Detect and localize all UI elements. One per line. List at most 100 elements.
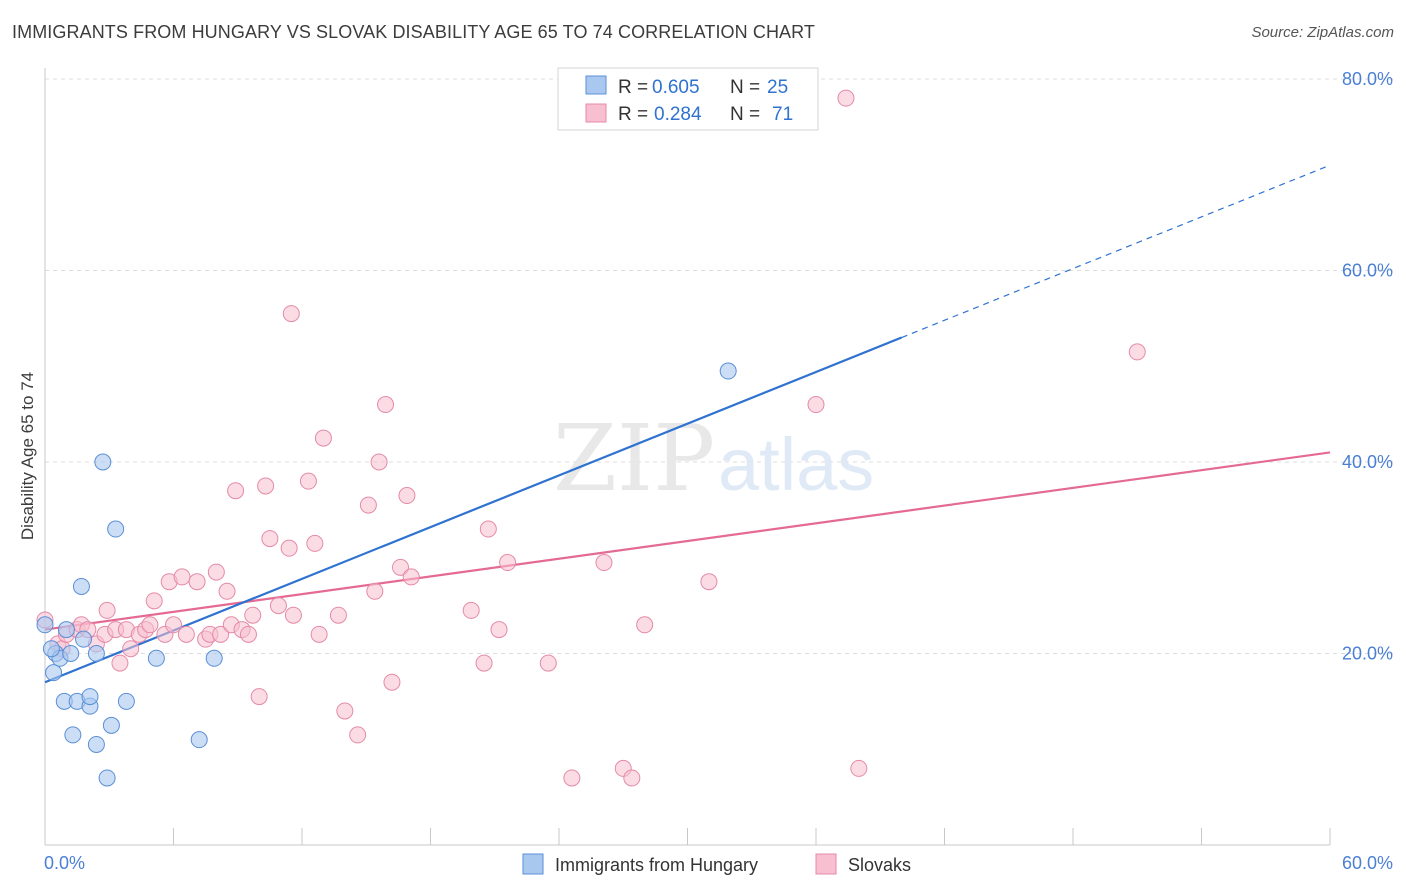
- watermark-atlas: atlas: [718, 423, 874, 506]
- slovak-point: [165, 616, 182, 634]
- slovak-point: [282, 305, 300, 323]
- slovak-point: [207, 563, 225, 581]
- hungary-point: [117, 692, 135, 710]
- slovak-point: [336, 702, 354, 720]
- y-axis-label: Disability Age 65 to 74: [18, 372, 37, 540]
- x-tick-marks: [44, 828, 1331, 845]
- x-tick-label-max: 60.0%: [1342, 853, 1393, 873]
- slovak-point: [370, 453, 388, 471]
- series-legend: Immigrants from Hungary Slovaks: [522, 853, 911, 875]
- hungary-point: [81, 688, 99, 706]
- chart-title: IMMIGRANTS FROM HUNGARY VS SLOVAK DISABI…: [12, 22, 816, 42]
- slovak-point: [475, 654, 493, 672]
- slovak-point: [141, 616, 159, 634]
- slovak-point: [257, 477, 275, 495]
- hungary-point: [190, 731, 208, 749]
- watermark: ZIP atlas: [553, 405, 874, 512]
- legend-n-label-hungary: N =: [730, 77, 765, 98]
- legend-r-label-slovak: R =: [618, 104, 653, 125]
- slovak-point: [499, 554, 517, 572]
- hungary-point: [36, 616, 54, 634]
- slovak-point: [145, 592, 163, 610]
- legend-swatch-hungary: [585, 75, 607, 95]
- slovak-point: [479, 520, 497, 538]
- slovak-point: [398, 487, 416, 505]
- slovak-point: [490, 621, 508, 639]
- legend-bottom-label-hungary: Immigrants from Hungary: [555, 855, 758, 875]
- slovak-point: [177, 625, 195, 643]
- hungary-point: [57, 621, 75, 639]
- slovak-point: [212, 625, 230, 643]
- slovak-point: [111, 654, 129, 672]
- slovak-point: [310, 625, 328, 643]
- hungary-trend-line: [44, 336, 903, 684]
- correlation-legend: R = 0.605 N = 25 R = 0.284 N = 71: [557, 67, 819, 131]
- hungary-trend-extension: [901, 164, 1331, 339]
- slovak-point: [402, 568, 420, 586]
- hungary-point: [719, 362, 737, 380]
- legend-r-label-hungary: R =: [618, 77, 653, 98]
- slovak-point: [850, 759, 868, 777]
- hungary-point: [72, 577, 90, 595]
- slovak-point: [392, 558, 410, 576]
- slovak-point: [299, 472, 317, 490]
- y-tick-label: 20.0%: [1342, 644, 1393, 664]
- hungary-point: [94, 453, 112, 471]
- slovak-point: [269, 597, 287, 615]
- slovak-point: [539, 654, 557, 672]
- slovak-point: [595, 554, 613, 572]
- legend-bottom-swatch-slovak: [815, 853, 837, 875]
- slovak-point: [218, 582, 236, 600]
- slovak-point: [122, 640, 140, 658]
- slovak-point: [284, 606, 302, 624]
- y-tick-labels: 20.0% 40.0% 60.0% 80.0%: [1342, 69, 1393, 664]
- legend-bottom-label-slovak: Slovaks: [848, 855, 911, 875]
- hungary-point: [205, 649, 223, 667]
- slovak-point: [623, 769, 641, 787]
- legend-r-value-slovak: 0.284: [654, 104, 702, 125]
- slovak-point: [227, 482, 245, 500]
- hungary-point: [107, 520, 125, 538]
- hungary-point: [147, 649, 165, 667]
- y-tick-label: 40.0%: [1342, 452, 1393, 472]
- slovak-point: [329, 606, 347, 624]
- slovak-point: [807, 396, 825, 414]
- slovak-point: [250, 688, 268, 706]
- hungary-point: [42, 640, 60, 658]
- source-label: Source: ZipAtlas.com: [1251, 24, 1394, 41]
- slovak-point: [837, 89, 855, 107]
- slovak-point: [306, 534, 324, 552]
- trend-lines: [44, 164, 1331, 684]
- legend-n-value-slovak: 71: [772, 104, 793, 125]
- y-tick-label: 80.0%: [1342, 69, 1393, 89]
- hungary-point: [62, 645, 80, 662]
- slovak-point: [700, 573, 718, 591]
- slovak-point: [462, 601, 480, 619]
- slovak-point: [563, 769, 581, 787]
- hungary-point: [75, 630, 93, 648]
- slovak-point: [383, 673, 401, 691]
- hungary-point: [87, 735, 105, 753]
- legend-n-label-slovak: N =: [730, 104, 765, 125]
- slovak-point: [314, 429, 332, 447]
- legend-swatch-slovak: [585, 103, 607, 123]
- slovak-point: [280, 539, 298, 557]
- y-tick-label: 60.0%: [1342, 261, 1393, 281]
- x-tick-label-min: 0.0%: [44, 853, 85, 873]
- hungary-point: [87, 645, 105, 662]
- hungary-point: [98, 769, 116, 787]
- slovak-point: [173, 568, 191, 586]
- legend-bottom-swatch-hungary: [522, 853, 544, 875]
- slovak-point: [239, 625, 257, 643]
- hungary-point: [102, 716, 120, 734]
- slovak-point: [98, 601, 116, 619]
- hungary-point: [45, 664, 63, 682]
- hungary-point: [64, 726, 82, 744]
- slovak-point: [1128, 343, 1146, 361]
- slovak-point: [244, 606, 262, 624]
- slovak-points: [36, 89, 1146, 787]
- slovak-point: [359, 496, 377, 514]
- slovak-point: [366, 582, 384, 600]
- slovak-point: [377, 396, 395, 414]
- slovak-point: [188, 573, 206, 591]
